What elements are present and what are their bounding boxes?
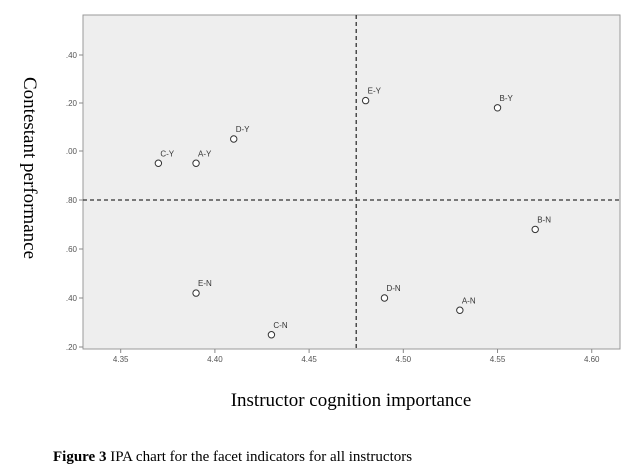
point-label: A-Y bbox=[198, 149, 212, 158]
y-tick-label: .40 bbox=[66, 294, 78, 303]
point-label: D-N bbox=[386, 284, 400, 293]
data-point bbox=[192, 289, 200, 297]
y-axis: .20 .40 .60 .80 .00 .20 .40 bbox=[66, 51, 83, 352]
caption-text: IPA chart for the facet indicators for a… bbox=[106, 449, 413, 465]
x-tick-label: 4.55 bbox=[490, 355, 506, 364]
caption-prefix: Figure 3 bbox=[53, 449, 107, 465]
point-label: D-Y bbox=[236, 125, 250, 134]
point-label: B-Y bbox=[500, 94, 514, 103]
y-axis-title: Contestant performance bbox=[19, 77, 40, 259]
x-tick-label: 4.50 bbox=[396, 355, 412, 364]
data-point bbox=[380, 294, 389, 302]
data-point bbox=[267, 331, 276, 339]
point-label: C-N bbox=[273, 321, 287, 330]
x-tick-label: 4.45 bbox=[301, 355, 317, 364]
data-point bbox=[154, 159, 163, 167]
data-point bbox=[456, 306, 464, 314]
data-points: C-Y A-Y D-Y E-Y B-Y B-N E-N D-N A-N C-N bbox=[154, 87, 551, 339]
y-tick-label: .00 bbox=[66, 147, 78, 156]
x-tick-label: 4.60 bbox=[584, 355, 600, 364]
plot-area bbox=[82, 14, 621, 350]
y-tick-label: .80 bbox=[66, 196, 78, 205]
y-tick-label: .20 bbox=[66, 99, 78, 108]
y-tick-label: .40 bbox=[66, 51, 78, 60]
x-axis: 4.35 4.40 4.45 4.50 4.55 4.60 bbox=[113, 349, 600, 364]
data-point bbox=[192, 159, 200, 167]
data-point bbox=[230, 135, 238, 143]
x-tick-label: 4.35 bbox=[113, 355, 129, 364]
point-label: C-Y bbox=[160, 149, 174, 158]
figure-caption: Figure 3 IPA chart for the facet indicat… bbox=[53, 449, 412, 466]
y-tick-label: .60 bbox=[66, 245, 78, 254]
point-label: B-N bbox=[537, 215, 551, 224]
data-point bbox=[361, 96, 370, 105]
point-label: A-N bbox=[462, 296, 476, 305]
data-point bbox=[493, 104, 502, 112]
x-tick-label: 4.40 bbox=[207, 355, 223, 364]
y-tick-label: .20 bbox=[66, 343, 78, 352]
data-point bbox=[531, 225, 539, 234]
point-label: E-Y bbox=[368, 87, 382, 96]
reference-lines bbox=[83, 15, 620, 349]
x-axis-title: Instructor cognition importance bbox=[231, 390, 472, 411]
point-label: E-N bbox=[198, 279, 212, 288]
